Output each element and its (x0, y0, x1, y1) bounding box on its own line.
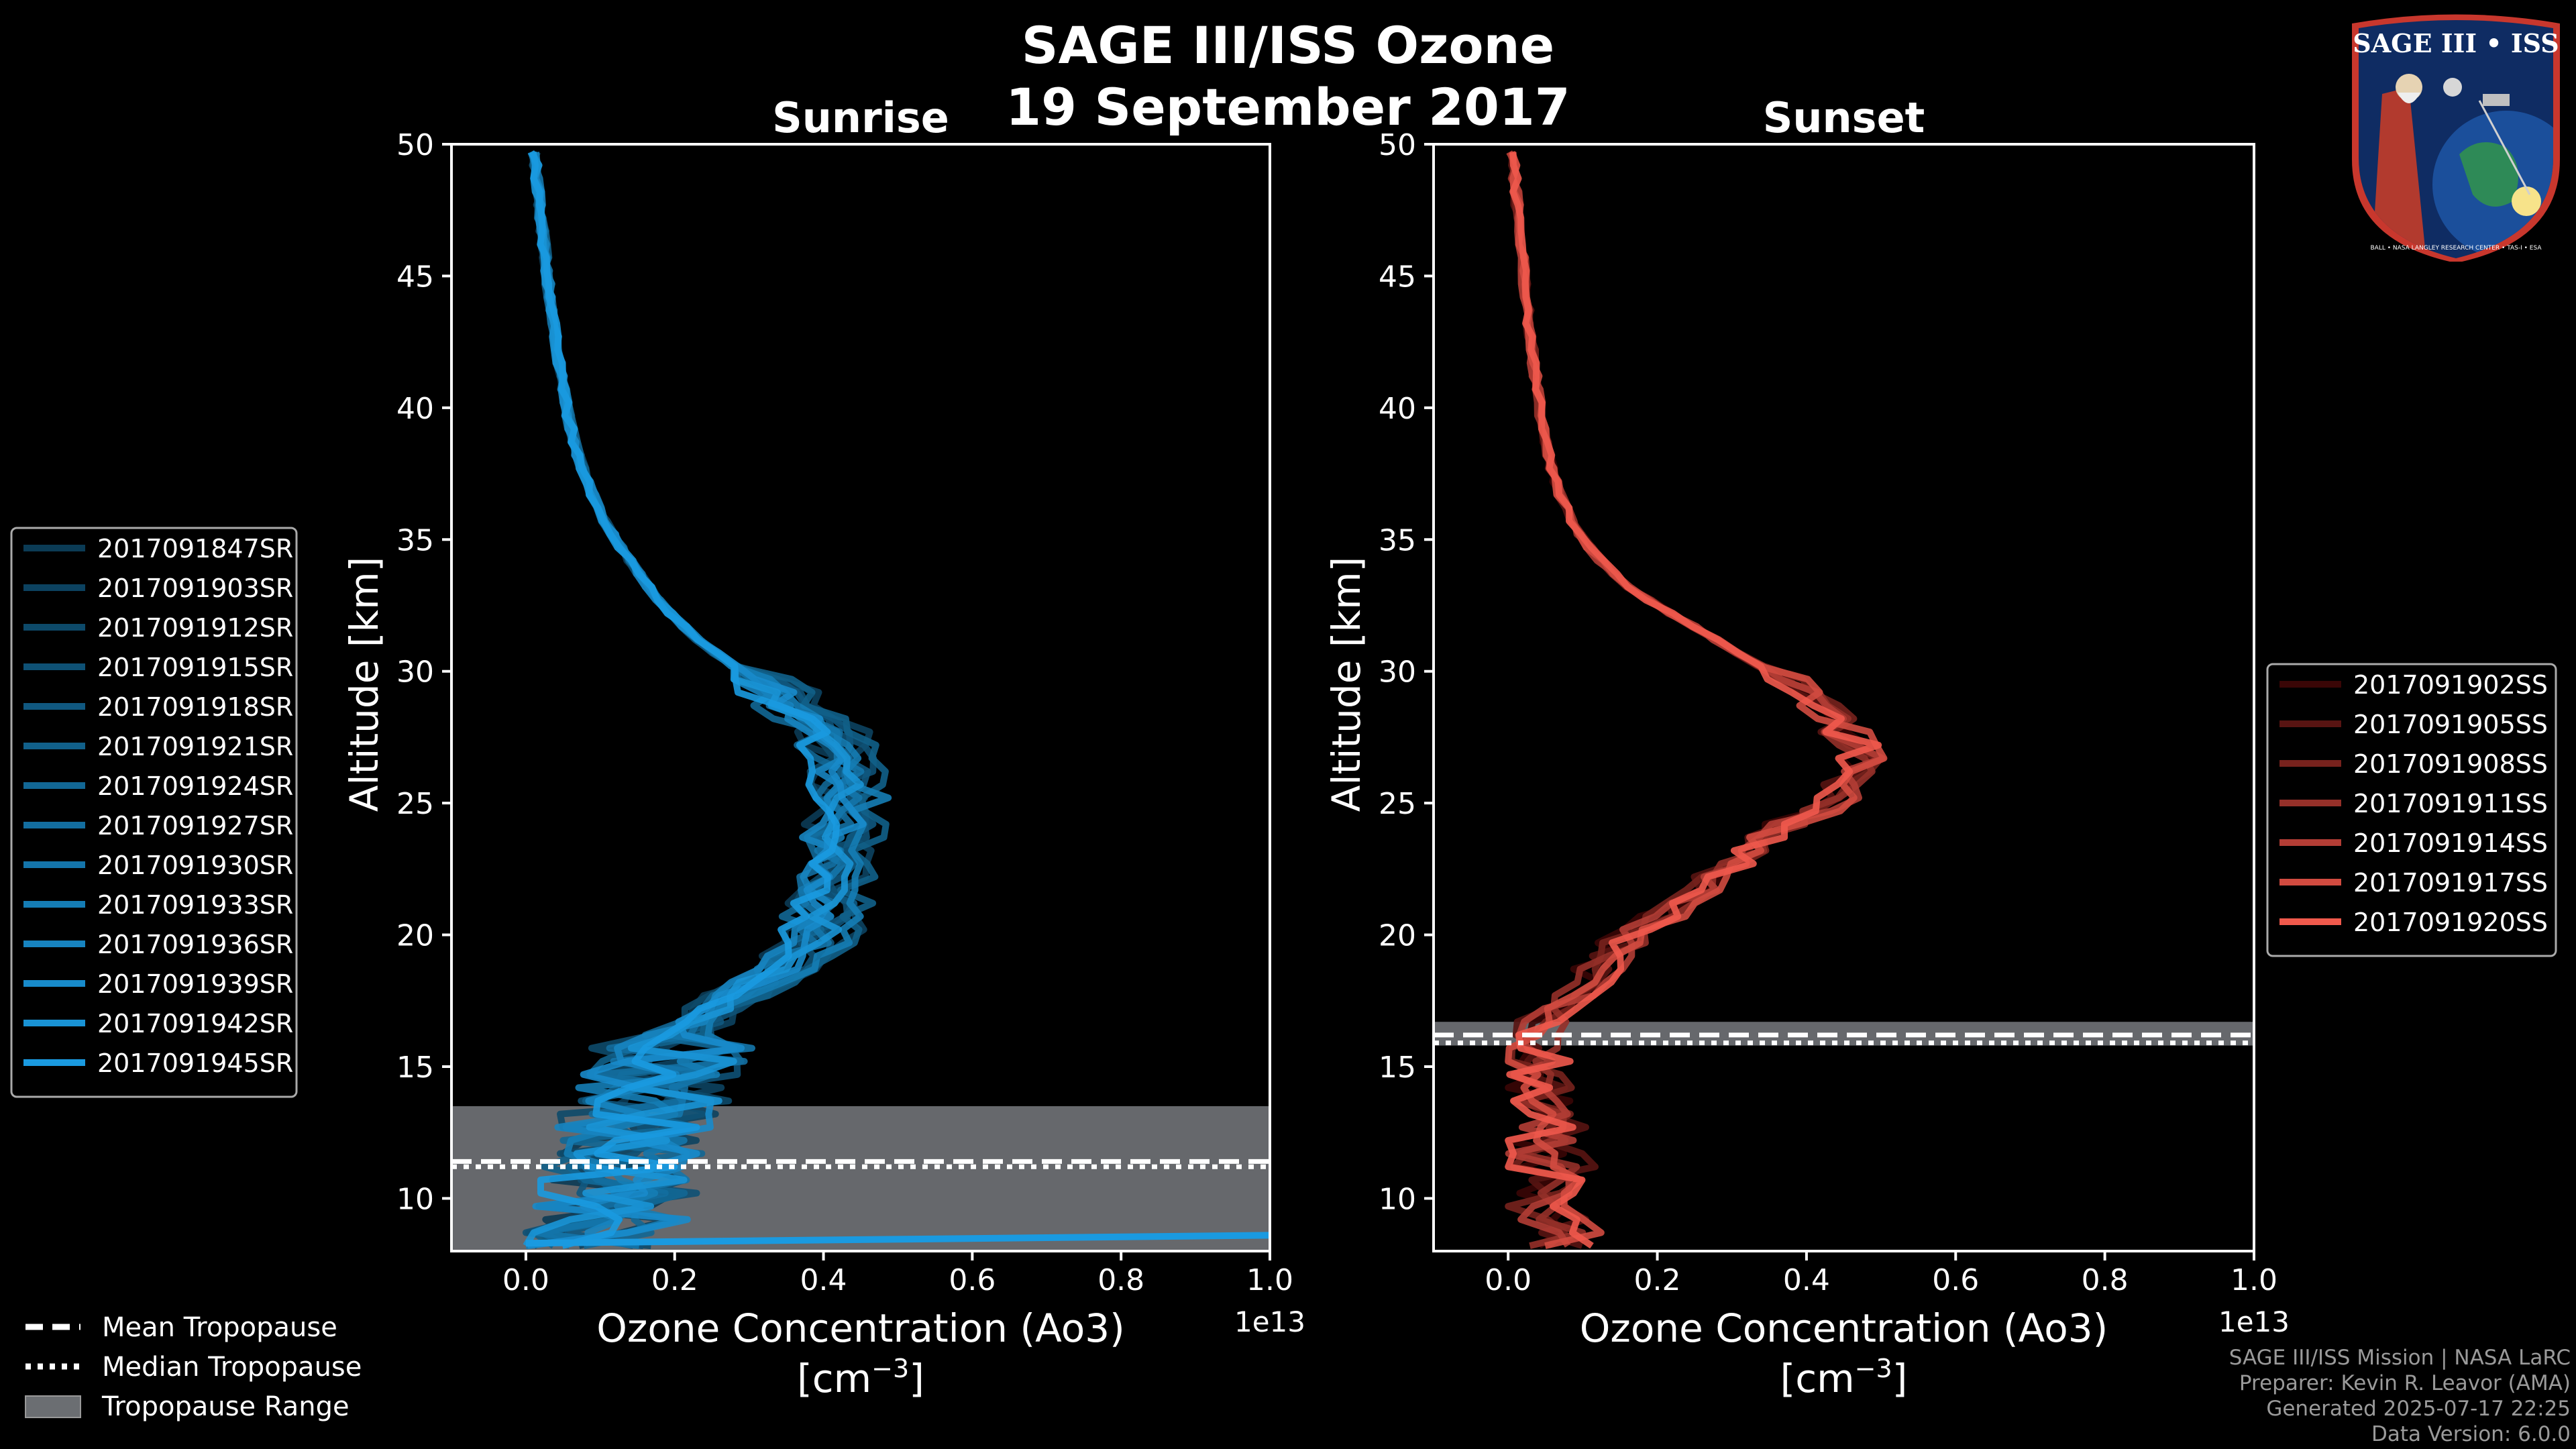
sunset-legend-label: 2017091905SS (2353, 710, 2548, 739)
sunrise-ytick-label: 25 (396, 787, 434, 821)
sunrise-ytick-label: 40 (396, 392, 434, 426)
sunset-ytick-label: 10 (1379, 1182, 1416, 1216)
tropopause-legend-median: Median Tropopause (102, 1352, 362, 1383)
sunrise-xtick-label: 0.8 (1097, 1263, 1144, 1297)
sunrise-profile-2017091945SR (529, 151, 841, 1249)
sunrise-axes-frame (450, 143, 1271, 1252)
sunrise-legend-label: 2017091927SR (97, 811, 293, 841)
sunrise-ytick-label: 45 (396, 260, 434, 294)
sunset-ytick-label: 25 (1379, 787, 1416, 821)
sunrise-legend-label: 2017091847SR (97, 534, 293, 564)
sunrise-ylabel: Altitude [km] (341, 557, 387, 812)
sunrise-title: Sunrise (772, 93, 949, 142)
figure-title-line2: 19 September 2017 (1006, 77, 1570, 137)
sunset-legend-label: 2017091917SS (2353, 868, 2548, 898)
sunrise-legend-label: 2017091915SR (97, 653, 293, 682)
sunrise-legend-label: 2017091921SR (97, 732, 293, 761)
sunset-xtick-label: 0.2 (1634, 1263, 1681, 1297)
figure-title-line1: SAGE III/ISS Ozone (1021, 15, 1555, 75)
sunrise-ytick-label: 20 (396, 919, 434, 953)
sunrise-legend-label: 2017091903SR (97, 574, 293, 603)
sunset-offset-label: 1e13 (2218, 1305, 2290, 1338)
credit-generated: Generated 2025-07-17 22:25 (2266, 1397, 2571, 1421)
sunrise-legend-label: 2017091936SR (97, 930, 293, 959)
sage-iii-iss-badge: SAGE III • ISS BALL • NASA LANGLEY RESEA… (2352, 14, 2560, 262)
sunrise-xtick-label: 0.6 (949, 1263, 996, 1297)
sunset-legend-label: 2017091908SS (2353, 749, 2548, 779)
sunrise-xtick-label: 0.2 (651, 1263, 698, 1297)
credit-mission: SAGE III/ISS Mission | NASA LaRC (2229, 1346, 2571, 1370)
sunrise-legend-label: 2017091933SR (97, 890, 293, 920)
sunset-legend: 2017091902SS 2017091905SS 2017091908SS 2017… (2266, 663, 2557, 957)
sunrise-xunits: [cm−3] (797, 1354, 924, 1401)
sunset-xtick-label: 0.0 (1485, 1263, 1532, 1297)
tropopause-legend-range: Tropopause Range (101, 1391, 350, 1422)
credit-data-version: Data Version: 6.0.0 (2371, 1422, 2571, 1446)
badge-title: SAGE III • ISS (2353, 28, 2559, 58)
sunrise-legend-label: 2017091930SR (97, 851, 293, 880)
sunrise-offset-label: 1e13 (1234, 1305, 1305, 1338)
sunset-plot-area (1434, 150, 2254, 1249)
sunset-ytick-label: 35 (1379, 523, 1416, 557)
sunrise-ytick-label: 15 (396, 1051, 434, 1085)
sunset-title: Sunset (1763, 93, 1925, 142)
sunrise-xtick-label: 1.0 (1246, 1263, 1293, 1297)
sunset-legend-label: 2017091902SS (2353, 670, 2548, 700)
sunset-profile-2017091920SS (1505, 152, 1882, 1249)
sunrise-ytick-label: 10 (396, 1182, 434, 1216)
sunset-ylabel: Altitude [km] (1324, 557, 1369, 812)
sunset-ytick-label: 20 (1379, 919, 1416, 953)
sunset-legend-label: 2017091914SS (2353, 828, 2548, 858)
figure-title: SAGE III/ISS Ozone 19 September 2017 (0, 15, 2576, 138)
sunrise-ytick-label: 35 (396, 523, 434, 557)
sunrise-legend: 2017091847SR 2017091903SR 2017091912SR 2017… (10, 527, 298, 1098)
sunset-ytick-label: 50 (1379, 128, 1416, 162)
sunrise-legend-label: 2017091939SR (97, 969, 293, 999)
sunrise-xtick-label: 0.0 (502, 1263, 549, 1297)
sunrise-xtick-label: 0.4 (800, 1263, 847, 1297)
sunset-axes-frame (1432, 143, 2255, 1252)
tropopause-legend-range-swatch (25, 1395, 81, 1418)
panel-sunrise: 0.0 0.2 0.4 0.6 0.8 1.0 10 15 20 25 30 35 40 45 50 Sunr… (10, 93, 1305, 1401)
sunset-xtick-label: 0.4 (1783, 1263, 1830, 1297)
sunset-ytick-label: 40 (1379, 392, 1416, 426)
sunrise-legend-label: 2017091912SR (97, 613, 293, 643)
sunset-legend-label: 2017091920SS (2353, 908, 2548, 937)
tropopause-legend: Mean Tropopause Median Tropopause Tropopau… (25, 1312, 362, 1422)
sunrise-ytick-label: 50 (396, 128, 434, 162)
sunrise-profile-2017091942SR (523, 150, 864, 1248)
sunset-ytick-label: 15 (1379, 1051, 1416, 1085)
sunset-xunits: [cm−3] (1780, 1354, 1908, 1401)
sunset-legend-label: 2017091911SS (2353, 789, 2548, 818)
credit-preparer: Preparer: Kevin R. Leavor (AMA) (2239, 1371, 2571, 1395)
badge-ring-text: BALL • NASA LANGLEY RESEARCH CENTER • TA… (2370, 245, 2542, 252)
sunrise-xlabel: Ozone Concentration (Ao3) (596, 1305, 1125, 1351)
sunrise-legend-label: 2017091918SR (97, 692, 293, 722)
sunset-xtick-label: 0.6 (1932, 1263, 1979, 1297)
sunset-xtick-label: 1.0 (2231, 1263, 2277, 1297)
sunrise-legend-label: 2017091924SR (97, 771, 293, 801)
sunrise-plot-area (451, 150, 1270, 1251)
sunset-xtick-label: 0.8 (2082, 1263, 2129, 1297)
panel-sunset: 0.0 0.2 0.4 0.6 0.8 1.0 10 15 20 25 30 35 40 45 50 Suns… (1324, 93, 2557, 1401)
sunset-ytick-label: 30 (1379, 655, 1416, 690)
sunrise-legend-label: 2017091942SR (97, 1009, 293, 1038)
sunrise-ytick-label: 30 (396, 655, 434, 690)
sunrise-legend-label: 2017091945SR (97, 1049, 293, 1078)
sunrise-profile-spike (525, 1232, 1270, 1247)
sunset-ytick-label: 45 (1379, 260, 1416, 294)
sunset-xlabel: Ozone Concentration (Ao3) (1580, 1305, 2108, 1351)
tropopause-legend-mean: Mean Tropopause (102, 1312, 337, 1343)
